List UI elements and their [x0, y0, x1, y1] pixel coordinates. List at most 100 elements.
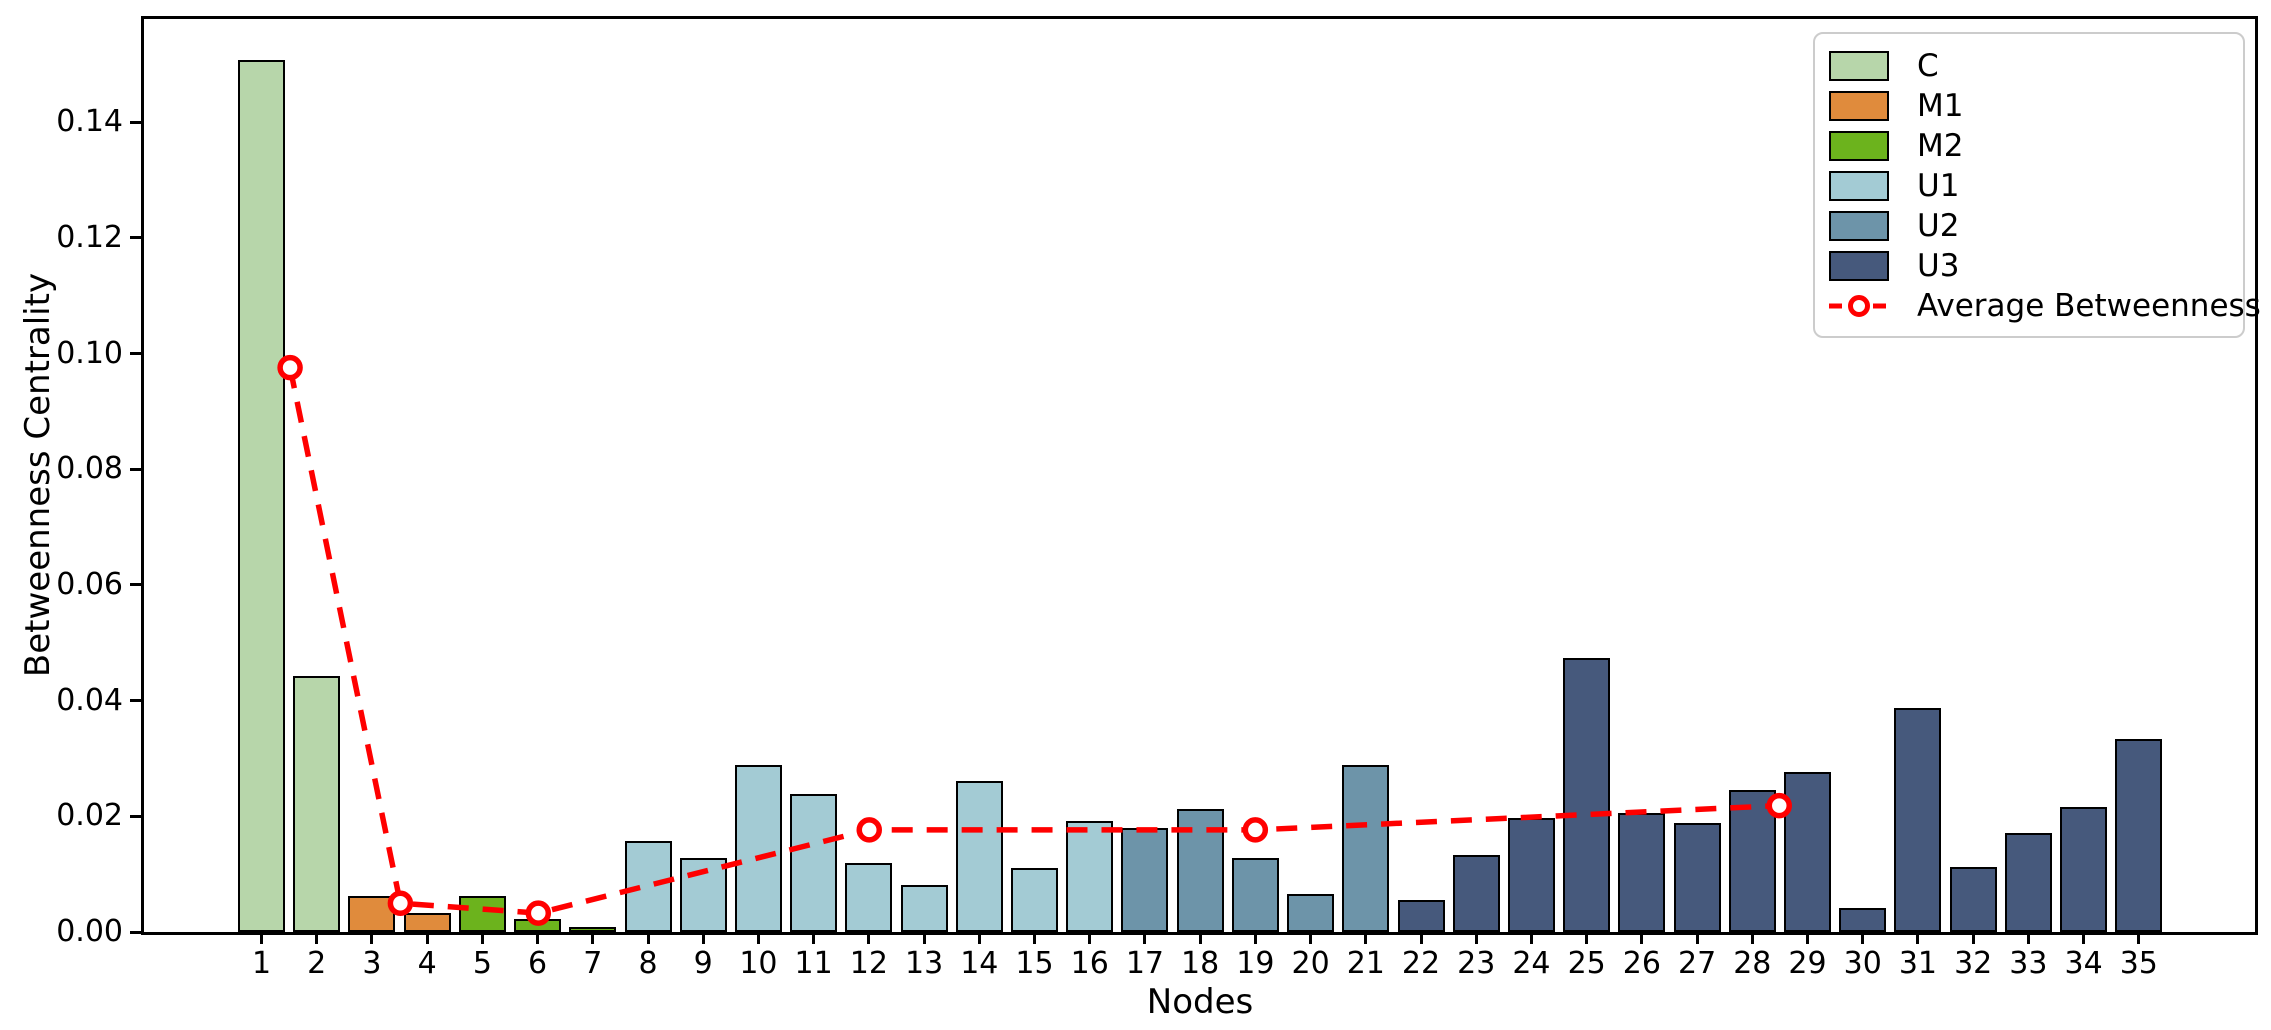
- y-tick-label: 0.04: [56, 682, 123, 718]
- x-tick-mark: [1033, 932, 1036, 944]
- x-tick-mark: [1695, 932, 1699, 944]
- legend-item-average-betweenness: Average Betweenness: [1829, 286, 2261, 326]
- x-tick-label: 32: [1954, 946, 1993, 981]
- legend-item-u1: U1: [1829, 166, 2243, 206]
- x-tick-label: 8: [638, 946, 658, 981]
- x-tick-label: 14: [960, 946, 999, 981]
- legend-label: U2: [1917, 208, 1960, 244]
- y-tick-label: 0.14: [56, 104, 123, 140]
- bar-node-27: [1673, 822, 1721, 932]
- y-tick-mark: [129, 467, 142, 471]
- x-tick-mark: [536, 932, 540, 944]
- x-tick-label: 13: [904, 946, 944, 981]
- x-tick-mark: [370, 932, 374, 944]
- legend-swatch-m2: [1829, 131, 1889, 161]
- dashed-line-marker-icon: [1829, 295, 1889, 317]
- bar-node-32: [1949, 866, 1997, 932]
- x-tick-mark: [2026, 932, 2030, 944]
- x-tick-mark: [1916, 932, 1920, 944]
- x-tick-label: 1: [251, 946, 272, 981]
- x-tick-label: 33: [2009, 946, 2048, 981]
- y-tick-label: 0.08: [56, 451, 123, 487]
- bar-node-9: [679, 857, 727, 932]
- x-tick-mark: [1861, 932, 1865, 944]
- x-tick-mark: [1364, 932, 1368, 944]
- bar-node-25: [1563, 657, 1611, 932]
- x-tick-mark: [701, 932, 705, 944]
- y-tick-label: 0.06: [56, 566, 123, 602]
- x-tick-label: 18: [1181, 946, 1220, 981]
- bar-node-33: [2004, 832, 2052, 932]
- legend-label: U1: [1917, 168, 1960, 204]
- x-tick-label: 28: [1733, 946, 1772, 981]
- x-tick-label: 4: [417, 946, 437, 981]
- legend-swatch-u2: [1829, 211, 1889, 241]
- bar-node-13: [900, 885, 948, 932]
- x-tick-mark: [1474, 932, 1478, 944]
- bar-node-17: [1121, 827, 1169, 932]
- y-tick-mark: [129, 236, 142, 240]
- x-tick-label: 6: [528, 946, 548, 981]
- legend-swatch-u3: [1829, 251, 1889, 281]
- x-tick-label: 29: [1788, 946, 1827, 981]
- x-tick-mark: [591, 932, 595, 944]
- legend-item-u3: U3: [1829, 246, 2243, 286]
- x-tick-label: 27: [1677, 946, 1717, 981]
- x-tick-mark: [756, 932, 760, 944]
- x-tick-mark: [922, 932, 926, 944]
- legend-item-u2: U2: [1829, 206, 2243, 246]
- y-tick-label: 0.00: [56, 914, 123, 949]
- x-tick-label: 12: [849, 946, 888, 981]
- bar-node-8: [624, 840, 672, 932]
- bar-node-22: [1397, 900, 1445, 932]
- y-tick-mark: [129, 352, 142, 356]
- x-tick-mark: [646, 932, 650, 944]
- bar-node-16: [1066, 820, 1114, 932]
- x-tick-label: 5: [472, 946, 492, 981]
- legend-item-c: C: [1829, 46, 2243, 86]
- bar-node-24: [1507, 818, 1555, 932]
- y-tick-label: 0.12: [56, 219, 123, 255]
- y-tick-mark: [129, 699, 142, 703]
- bar-node-11: [790, 793, 838, 932]
- legend-item-m2: M2: [1829, 126, 2243, 166]
- x-tick-label: 23: [1457, 946, 1496, 981]
- x-tick-mark: [1309, 932, 1313, 944]
- x-tick-label: 7: [583, 946, 603, 981]
- legend-label: M2: [1917, 128, 1964, 164]
- legend: C M1 M2 U1 U2 U3 Average Betweenness: [1813, 32, 2261, 338]
- x-tick-label: 10: [739, 946, 778, 981]
- x-axis-label: Nodes: [1146, 982, 1254, 1022]
- x-tick-mark: [480, 932, 484, 944]
- x-tick-mark: [812, 932, 816, 944]
- x-tick-mark: [1750, 932, 1754, 944]
- bar-node-29: [1784, 772, 1832, 932]
- x-tick-label: 15: [1015, 946, 1054, 981]
- bar-node-3: [348, 895, 396, 932]
- x-tick-label: 21: [1346, 946, 1385, 981]
- bar-node-34: [2060, 807, 2108, 932]
- bar-node-35: [2115, 738, 2163, 932]
- legend-swatch-u1: [1829, 171, 1889, 201]
- x-tick-label: 3: [362, 946, 382, 981]
- x-tick-mark: [1198, 932, 1202, 944]
- bar-node-26: [1618, 813, 1666, 932]
- bar-node-14: [955, 781, 1003, 932]
- bar-node-23: [1452, 855, 1500, 932]
- bar-node-7: [569, 927, 617, 932]
- x-tick-mark: [1585, 932, 1589, 944]
- legend-label: U3: [1917, 248, 1960, 284]
- x-tick-mark: [1806, 932, 1810, 944]
- x-tick-label: 20: [1291, 946, 1330, 981]
- x-tick-label: 31: [1898, 946, 1938, 981]
- x-tick-label: 35: [2119, 946, 2158, 981]
- x-tick-mark: [1143, 932, 1147, 944]
- x-tick-mark: [1419, 932, 1423, 944]
- x-tick-mark: [977, 932, 981, 944]
- x-tick-label: 25: [1567, 946, 1606, 981]
- legend-swatch-m1: [1829, 91, 1889, 121]
- bar-node-18: [1176, 809, 1224, 932]
- bar-node-15: [1011, 868, 1058, 932]
- y-tick-mark: [129, 120, 142, 124]
- x-tick-label: 2: [307, 946, 327, 981]
